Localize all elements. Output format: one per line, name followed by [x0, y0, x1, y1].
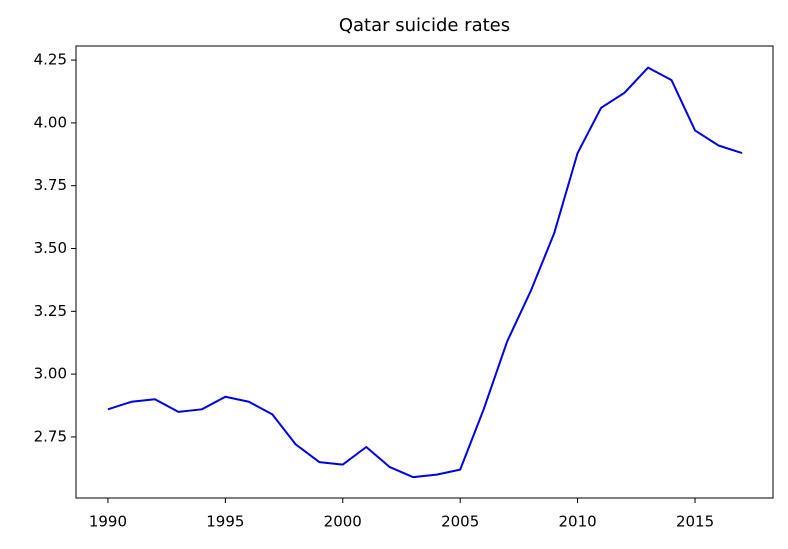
y-tick-label: 3.50: [34, 239, 67, 257]
x-tick-label: 2010: [559, 513, 597, 531]
x-tick-label: 2000: [324, 513, 362, 531]
x-tick-label: 2005: [441, 513, 479, 531]
y-tick-label: 4.00: [34, 113, 67, 131]
y-tick-label: 2.75: [34, 427, 67, 445]
y-tick-label: 3.25: [34, 302, 67, 320]
x-tick-label: 1990: [89, 513, 127, 531]
chart-title: Qatar suicide rates: [339, 15, 510, 36]
y-tick-label: 4.25: [34, 51, 67, 69]
y-tick-label: 3.75: [34, 176, 67, 194]
plot-frame: [75, 45, 774, 499]
x-tick-label: 1995: [206, 513, 244, 531]
data-line: [107, 66, 743, 479]
y-tick-label: 3.00: [34, 365, 67, 383]
x-tick-label: 2015: [676, 513, 714, 531]
